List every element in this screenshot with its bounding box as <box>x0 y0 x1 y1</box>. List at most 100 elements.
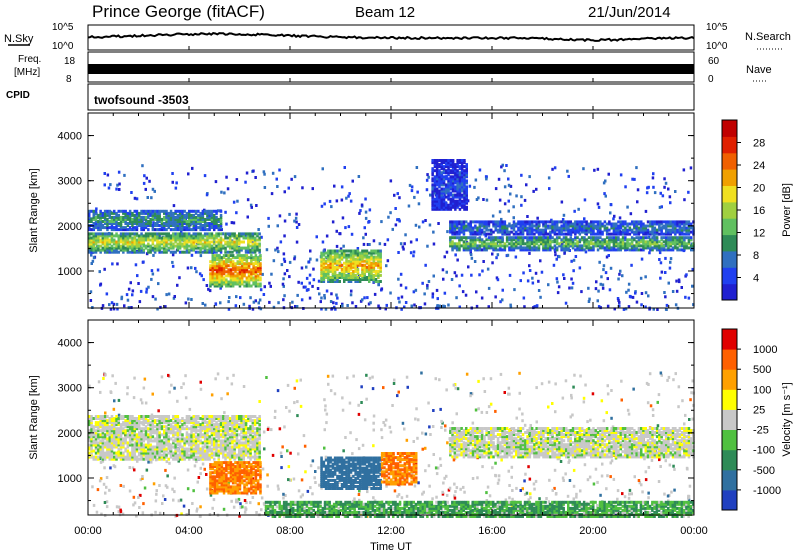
noise-cell <box>445 388 448 392</box>
range-cell <box>231 262 235 266</box>
range-cell <box>453 230 457 234</box>
noise-cell <box>142 260 145 264</box>
range-cell <box>690 238 693 242</box>
range-cell <box>576 236 579 240</box>
range-cell <box>433 201 437 205</box>
range-cell <box>665 244 668 248</box>
range-cell <box>206 211 209 215</box>
range-cell <box>106 244 109 248</box>
noise-cell <box>454 490 457 494</box>
range-cell <box>345 263 348 267</box>
noise-cell <box>325 421 328 425</box>
range-cell <box>667 240 670 244</box>
range-cell <box>587 240 591 244</box>
noise-cell <box>507 177 510 181</box>
noise-cell <box>278 168 281 172</box>
range-cell <box>512 228 516 232</box>
range-cell <box>216 258 219 262</box>
noise-cell <box>596 480 599 484</box>
range-cell <box>565 240 568 244</box>
range-cell <box>361 269 364 273</box>
range-cell <box>460 175 464 179</box>
noise-cell <box>523 510 526 514</box>
range-cell <box>108 246 111 250</box>
noise-cell <box>131 293 134 297</box>
range-cell <box>340 269 344 273</box>
range-cell <box>160 226 164 230</box>
noise-cell <box>346 304 349 307</box>
range-cell <box>229 274 233 278</box>
range-cell <box>442 165 446 169</box>
range-cell <box>501 224 504 228</box>
range-cell <box>565 236 568 240</box>
noise-cell <box>500 458 503 462</box>
noise-cell <box>195 509 198 513</box>
noise-cell <box>127 287 131 291</box>
range-cell <box>229 276 233 280</box>
range-cell <box>551 236 554 240</box>
range-cell <box>667 238 670 242</box>
range-cell <box>617 246 620 250</box>
range-cell <box>462 248 466 252</box>
noise-cell <box>200 274 203 278</box>
range-cell <box>345 253 348 257</box>
range-cell <box>181 250 184 254</box>
noise-cell <box>690 242 694 246</box>
range-cell <box>379 253 382 257</box>
range-cell <box>238 260 242 264</box>
range-cell <box>431 161 434 165</box>
noise-cell <box>575 512 578 516</box>
range-cell <box>451 199 455 203</box>
range-cell <box>110 248 114 252</box>
range-cell <box>203 217 207 221</box>
range-cell <box>138 217 141 221</box>
range-cell <box>215 248 218 252</box>
range-cell <box>562 224 566 228</box>
range-cell <box>142 209 145 213</box>
range-cell <box>628 226 632 230</box>
noise-cell <box>283 425 286 429</box>
range-cell <box>108 242 111 246</box>
range-cell <box>463 161 466 165</box>
range-cell <box>181 242 184 246</box>
range-cell <box>612 242 616 246</box>
range-cell <box>463 189 466 193</box>
range-cell <box>218 280 221 284</box>
range-cell <box>463 169 466 173</box>
noise-cell <box>377 304 380 308</box>
range-cell <box>440 173 443 177</box>
range-cell <box>515 224 518 228</box>
noise-cell <box>304 470 307 474</box>
range-cell <box>544 242 547 246</box>
range-cell <box>692 246 695 250</box>
range-cell <box>88 240 91 244</box>
range-cell <box>680 240 684 244</box>
range-cell <box>331 263 335 267</box>
range-cell <box>165 224 168 227</box>
range-cell <box>368 263 371 267</box>
range-cell <box>537 244 541 248</box>
range-cell <box>445 177 448 181</box>
range-cell <box>227 270 230 274</box>
range-cell <box>124 236 127 240</box>
range-cell <box>596 248 600 252</box>
range-cell <box>583 238 586 242</box>
range-cell <box>238 282 242 286</box>
range-cell <box>463 165 466 169</box>
range-cell <box>122 236 125 240</box>
range-cell <box>537 222 541 226</box>
range-cell <box>377 273 380 277</box>
range-cell <box>469 230 472 234</box>
range-cell <box>451 232 454 236</box>
range-cell <box>194 232 198 236</box>
range-cell <box>115 213 118 217</box>
range-cell <box>135 232 139 236</box>
range-cell <box>259 278 262 282</box>
range-cell <box>492 224 495 228</box>
noise-cell <box>269 284 272 288</box>
range-cell <box>151 248 155 252</box>
noise-cell <box>677 385 681 389</box>
range-cell <box>683 232 686 236</box>
range-cell <box>667 224 670 228</box>
noise-cell <box>311 492 314 496</box>
